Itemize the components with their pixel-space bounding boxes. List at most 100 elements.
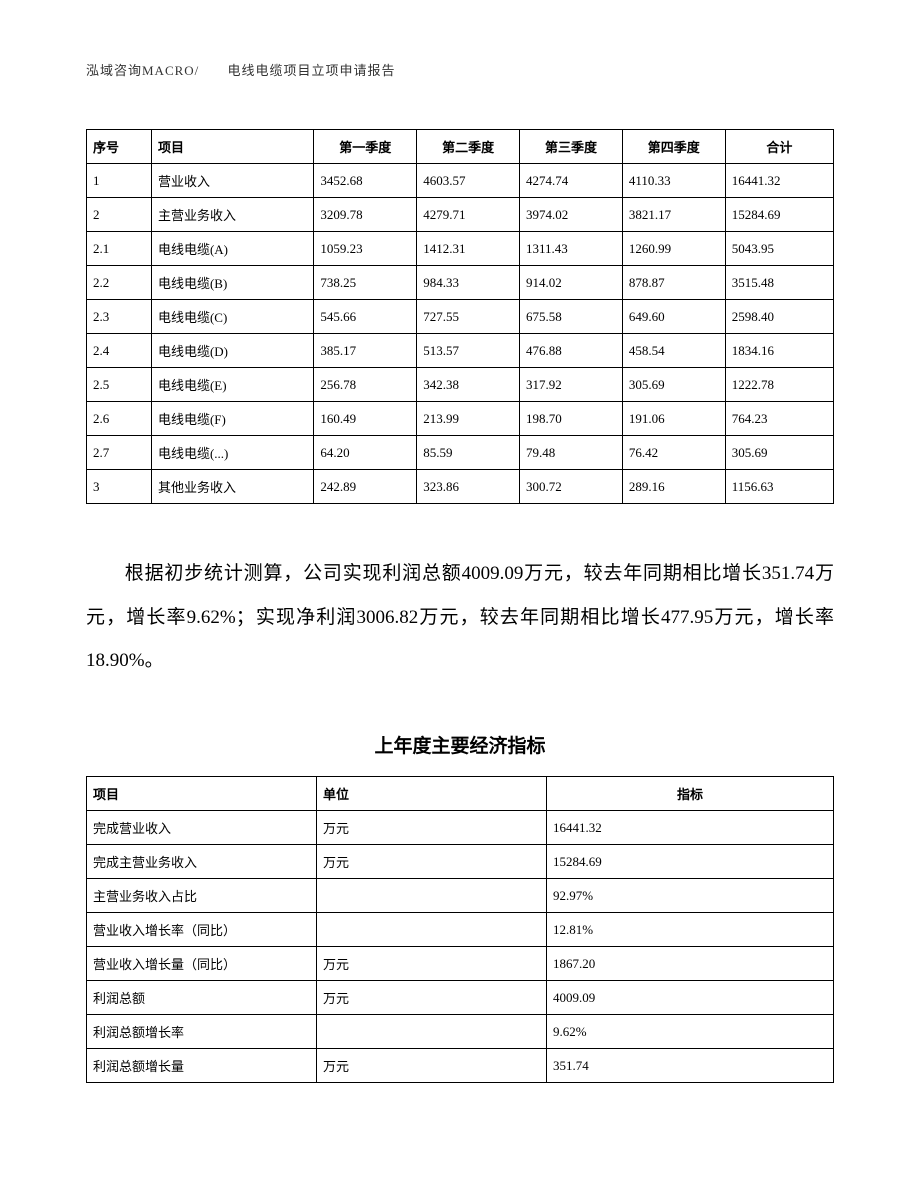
table-cell-unit: 万元	[317, 845, 547, 879]
table-cell-q3: 300.72	[520, 470, 623, 504]
table-cell-item: 主营业务收入占比	[87, 879, 317, 913]
table-cell-q3: 476.88	[520, 334, 623, 368]
col-header-total: 合计	[725, 130, 833, 164]
table-cell-total: 5043.95	[725, 232, 833, 266]
table-cell-q3: 1311.43	[520, 232, 623, 266]
table-cell-q1: 3452.68	[314, 164, 417, 198]
table-cell-q4: 305.69	[622, 368, 725, 402]
table-row: 2.5电线电缆(E)256.78342.38317.92305.691222.7…	[87, 368, 834, 402]
table-cell-q2: 213.99	[417, 402, 520, 436]
table-cell-item: 营业收入	[151, 164, 313, 198]
table-cell-q4: 458.54	[622, 334, 725, 368]
table-cell-q2: 323.86	[417, 470, 520, 504]
table-cell-q1: 1059.23	[314, 232, 417, 266]
table-row: 利润总额增长率9.62%	[87, 1015, 834, 1049]
table-row: 2主营业务收入3209.784279.713974.023821.1715284…	[87, 198, 834, 232]
table-row: 2.6电线电缆(F)160.49213.99198.70191.06764.23	[87, 402, 834, 436]
table-cell-value: 4009.09	[547, 981, 834, 1015]
table-cell-seq: 2.3	[87, 300, 152, 334]
table-cell-item: 电线电缆(F)	[151, 402, 313, 436]
table-row: 主营业务收入占比 92.97%	[87, 879, 834, 913]
table-cell-value: 1867.20	[547, 947, 834, 981]
col-header-q4: 第四季度	[622, 130, 725, 164]
table-cell-item: 电线电缆(A)	[151, 232, 313, 266]
table-cell-total: 1834.16	[725, 334, 833, 368]
table-row: 完成营业收入万元16441.32	[87, 811, 834, 845]
table-cell-item: 营业收入增长量（同比）	[87, 947, 317, 981]
col-header-q2: 第二季度	[417, 130, 520, 164]
table-cell-q3: 3974.02	[520, 198, 623, 232]
table-cell-q2: 984.33	[417, 266, 520, 300]
table-cell-unit: 万元	[317, 947, 547, 981]
table-row: 3其他业务收入242.89323.86300.72289.161156.63	[87, 470, 834, 504]
table-cell-q2: 513.57	[417, 334, 520, 368]
table-row: 利润总额万元4009.09	[87, 981, 834, 1015]
table-cell-seq: 3	[87, 470, 152, 504]
body-text-content: 根据初步统计测算，公司实现利润总额4009.09万元，较去年同期相比增长351.…	[86, 563, 834, 671]
table-cell-item: 营业收入增长率（同比）	[87, 913, 317, 947]
table-cell-q4: 1260.99	[622, 232, 725, 266]
col-header-seq: 序号	[87, 130, 152, 164]
table-cell-value: 12.81%	[547, 913, 834, 947]
table-cell-total: 16441.32	[725, 164, 833, 198]
table-row: 完成主营业务收入万元15284.69	[87, 845, 834, 879]
table-cell-seq: 2.4	[87, 334, 152, 368]
table-cell-q2: 342.38	[417, 368, 520, 402]
table-cell-q2: 4279.71	[417, 198, 520, 232]
table-row: 2.7电线电缆(...)64.2085.5979.4876.42305.69	[87, 436, 834, 470]
table-cell-q3: 675.58	[520, 300, 623, 334]
table-cell-total: 1156.63	[725, 470, 833, 504]
table-header-row: 序号 项目 第一季度 第二季度 第三季度 第四季度 合计	[87, 130, 834, 164]
table-cell-total: 15284.69	[725, 198, 833, 232]
col-header-q1: 第一季度	[314, 130, 417, 164]
table-cell-value: 16441.32	[547, 811, 834, 845]
col-header-q3: 第三季度	[520, 130, 623, 164]
table-row: 营业收入增长量（同比）万元1867.20	[87, 947, 834, 981]
table-row: 2.2电线电缆(B)738.25984.33914.02878.873515.4…	[87, 266, 834, 300]
col-header-item: 项目	[87, 777, 317, 811]
table-row: 1营业收入3452.684603.574274.744110.3316441.3…	[87, 164, 834, 198]
table-cell-q1: 545.66	[314, 300, 417, 334]
table-cell-unit	[317, 1015, 547, 1049]
table-cell-unit: 万元	[317, 981, 547, 1015]
table-cell-q1: 160.49	[314, 402, 417, 436]
table-cell-seq: 2	[87, 198, 152, 232]
table-cell-q4: 191.06	[622, 402, 725, 436]
table-cell-seq: 2.1	[87, 232, 152, 266]
table-cell-seq: 2.6	[87, 402, 152, 436]
table-cell-item: 完成主营业务收入	[87, 845, 317, 879]
table-cell-q4: 76.42	[622, 436, 725, 470]
table-cell-q1: 738.25	[314, 266, 417, 300]
table-cell-unit: 万元	[317, 811, 547, 845]
header-title: 电线电缆项目立项申请报告	[228, 63, 396, 78]
table-cell-value: 92.97%	[547, 879, 834, 913]
table-cell-seq: 2.7	[87, 436, 152, 470]
table-row: 2.1电线电缆(A)1059.231412.311311.431260.9950…	[87, 232, 834, 266]
table-cell-item: 电线电缆(E)	[151, 368, 313, 402]
table-cell-item: 电线电缆(B)	[151, 266, 313, 300]
table-cell-item: 电线电缆(C)	[151, 300, 313, 334]
table-cell-total: 3515.48	[725, 266, 833, 300]
table-cell-q2: 727.55	[417, 300, 520, 334]
table-cell-unit: 万元	[317, 1049, 547, 1083]
table-cell-item: 电线电缆(D)	[151, 334, 313, 368]
table-cell-seq: 1	[87, 164, 152, 198]
table-cell-q1: 256.78	[314, 368, 417, 402]
col-header-item: 项目	[151, 130, 313, 164]
table-cell-seq: 2.5	[87, 368, 152, 402]
table-cell-item: 其他业务收入	[151, 470, 313, 504]
table-cell-q3: 4274.74	[520, 164, 623, 198]
table-cell-q4: 289.16	[622, 470, 725, 504]
table-cell-q3: 914.02	[520, 266, 623, 300]
table-cell-item: 利润总额增长率	[87, 1015, 317, 1049]
table-cell-q1: 242.89	[314, 470, 417, 504]
table-cell-q3: 317.92	[520, 368, 623, 402]
table-cell-item: 利润总额	[87, 981, 317, 1015]
table-cell-unit	[317, 879, 547, 913]
table-cell-total: 305.69	[725, 436, 833, 470]
col-header-unit: 单位	[317, 777, 547, 811]
table-row: 2.3电线电缆(C)545.66727.55675.58649.602598.4…	[87, 300, 834, 334]
table-cell-q4: 4110.33	[622, 164, 725, 198]
table-cell-q1: 3209.78	[314, 198, 417, 232]
table-row: 营业收入增长率（同比） 12.81%	[87, 913, 834, 947]
